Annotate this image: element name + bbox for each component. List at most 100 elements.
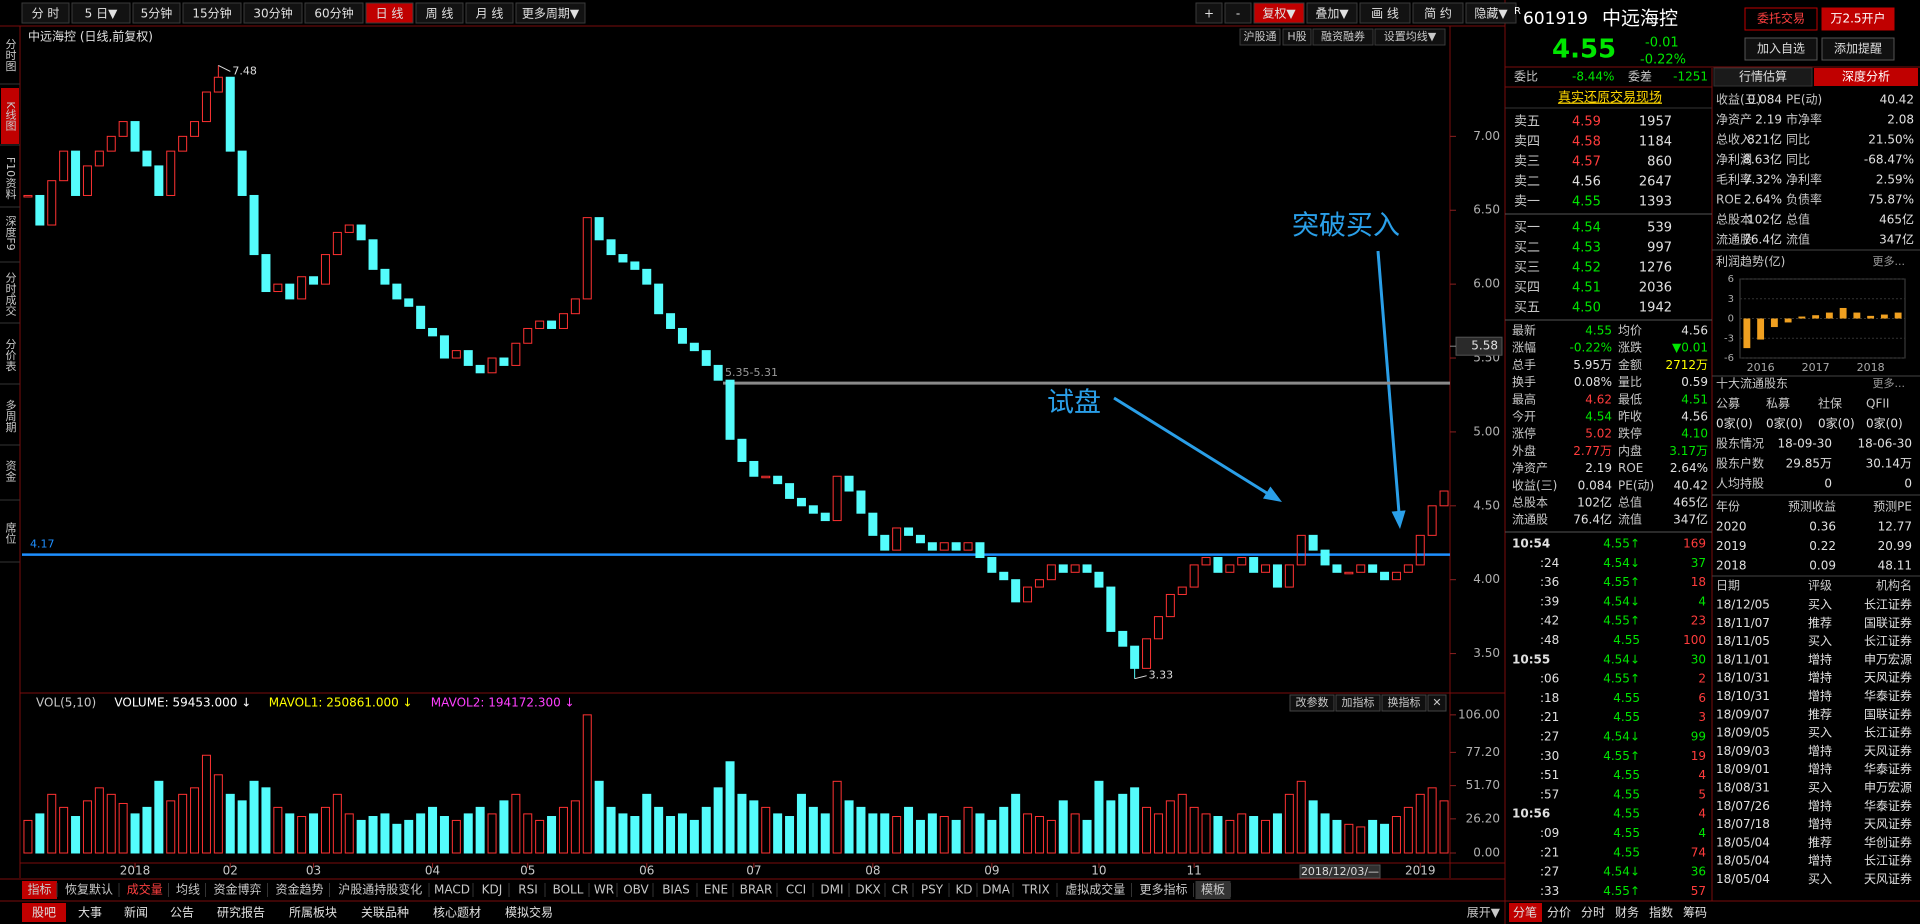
toolbar-label[interactable]: 画 线 [1371,7,1399,21]
action-button-label[interactable]: 万2.5开户 [1830,11,1885,26]
bottom-tab[interactable]: 分笔 [1513,905,1537,920]
bottom-tab[interactable]: 研究报告 [217,905,265,920]
action-button[interactable] [1744,37,1818,61]
sidebar-active[interactable] [1,88,19,144]
chart-button[interactable] [1239,28,1281,46]
chart-button-label[interactable]: 融资融券 [1321,29,1365,43]
action-button-label[interactable]: 加入自选 [1757,42,1805,56]
volume-button[interactable] [1427,694,1447,712]
indicator-tab[interactable]: CR [892,883,909,897]
toolbar-label[interactable]: 叠加▼ [1315,7,1349,21]
sidebar-tab[interactable]: K线图 [4,101,17,131]
volume-button-label[interactable]: 加指标 [1342,695,1375,709]
indicator-tab[interactable]: 资金趋势 [275,882,323,897]
indicator-tab[interactable]: 沪股通持股变化 [338,882,422,897]
toolbar-button[interactable] [182,2,242,24]
chart-button[interactable] [1374,28,1446,46]
action-button[interactable] [1821,37,1895,61]
bottom-tab[interactable]: 新闻 [124,905,148,920]
tab-active[interactable] [22,881,57,899]
volume-button-label[interactable]: 换指标 [1388,695,1421,709]
indicator-tab[interactable]: KD [955,883,972,897]
bottom-tab[interactable]: 公告 [170,906,194,920]
tab-active[interactable] [1509,903,1542,922]
toolbar-label[interactable]: 复权▼ [1262,7,1296,21]
toolbar-button[interactable] [1195,2,1223,24]
indicator-tab[interactable]: 虚拟成交量 [1065,882,1125,897]
indicator-tab[interactable]: 成交量 [127,882,163,897]
toolbar-button[interactable] [243,2,303,24]
bottom-tab[interactable]: 分时 [1581,906,1605,920]
toolbar-button[interactable] [1224,2,1252,24]
indicator-tab[interactable]: 指标 [27,882,51,897]
indicator-tab[interactable]: TRIX [1021,883,1049,897]
toolbar-button[interactable] [1306,2,1358,24]
indicator-tab[interactable]: 恢复默认 [65,882,113,897]
sidebar-tab[interactable]: F10资料 [4,157,17,200]
toolbar-button[interactable] [1253,2,1305,24]
chart-button[interactable] [1312,28,1374,46]
sidebar-tab[interactable]: 分时图 [4,38,17,72]
bottom-tab[interactable]: 财务 [1615,905,1639,920]
action-button-label[interactable]: 添加提醒 [1834,41,1882,56]
volume-button-label[interactable]: ✕ [1432,696,1441,709]
toolbar-label[interactable]: - [1236,7,1240,21]
panel-tab-label[interactable]: 深度分析 [1842,69,1890,84]
bottom-tab[interactable]: 筹码 [1683,906,1707,920]
toolbar-button[interactable] [304,2,364,24]
bottom-tab[interactable]: 股吧 [32,906,56,920]
toolbar-button[interactable] [1465,2,1517,24]
sidebar-tab[interactable]: 资金 [4,460,17,482]
indicator-tab[interactable]: DMI [820,883,843,897]
label[interactable]: 更多... [1873,376,1906,390]
volume-button[interactable] [1335,694,1381,712]
sidebar-tab[interactable]: 分价表 [4,338,17,372]
toolbar-label[interactable]: 简 约 [1424,6,1452,21]
volume-button[interactable] [1381,694,1427,712]
toolbar-label[interactable]: 隐藏▼ [1474,7,1508,21]
indicator-tab[interactable]: DMA [982,883,1011,897]
sidebar-tab[interactable]: 多周期 [4,398,17,433]
bottom-tab[interactable]: 关联品种 [361,906,409,920]
toolbar-label[interactable]: 5分钟 [141,6,173,21]
indicator-tab[interactable]: BOLL [553,883,584,897]
indicator-tab[interactable]: 更多指标 [1139,882,1187,897]
toolbar-label[interactable]: 60分钟 [314,6,353,21]
toolbar-button[interactable] [515,2,586,24]
indicator-tab[interactable]: CCI [786,883,806,897]
action-button-label[interactable]: 委托交易 [1757,11,1805,26]
sidebar-tab[interactable]: 分时成交 [4,272,17,317]
toolbar-label[interactable]: 更多周期▼ [522,7,580,21]
tab[interactable] [1195,881,1231,899]
toolbar-label[interactable]: 5 日▼ [85,7,118,21]
indicator-tab[interactable]: OBV [623,883,649,897]
indicator-tab[interactable]: DKX [855,883,880,897]
indicator-tab[interactable]: BRAR [740,883,773,897]
volume-button[interactable] [1289,694,1335,712]
indicator-tab[interactable]: ENE [704,883,728,897]
indicator-tab[interactable]: RSI [518,883,538,897]
chart-button-label[interactable]: H股 [1287,30,1306,43]
action-button[interactable] [1821,7,1895,31]
chart-button[interactable] [1282,28,1312,46]
toolbar-label[interactable]: 日 线 [376,7,404,21]
toolbar-button[interactable] [132,2,181,24]
bottom-tab[interactable]: 大事 [78,906,102,920]
toolbar-button[interactable] [365,2,414,24]
volume-button-label[interactable]: 改参数 [1296,695,1329,709]
label[interactable]: 更多... [1873,254,1906,268]
indicator-tab[interactable]: 模板 [1201,883,1225,897]
indicator-tab[interactable]: BIAS [662,883,690,897]
indicator-tab[interactable]: KDJ [482,883,503,897]
toolbar-button[interactable] [1359,2,1411,24]
bottom-tab[interactable]: 核心题材 [433,906,481,920]
toolbar-label[interactable]: 15分钟 [192,6,231,21]
toolbar-button[interactable] [465,2,514,24]
indicator-tab[interactable]: PSY [921,883,944,897]
indicator-tab[interactable]: MACD [434,883,470,897]
tab-active[interactable] [22,903,66,922]
toolbar-button[interactable] [21,2,70,24]
indicator-tab[interactable]: 资金博弈 [213,882,261,897]
toolbar-button[interactable] [71,2,131,24]
bottom-tab[interactable]: 所属板块 [289,906,337,920]
